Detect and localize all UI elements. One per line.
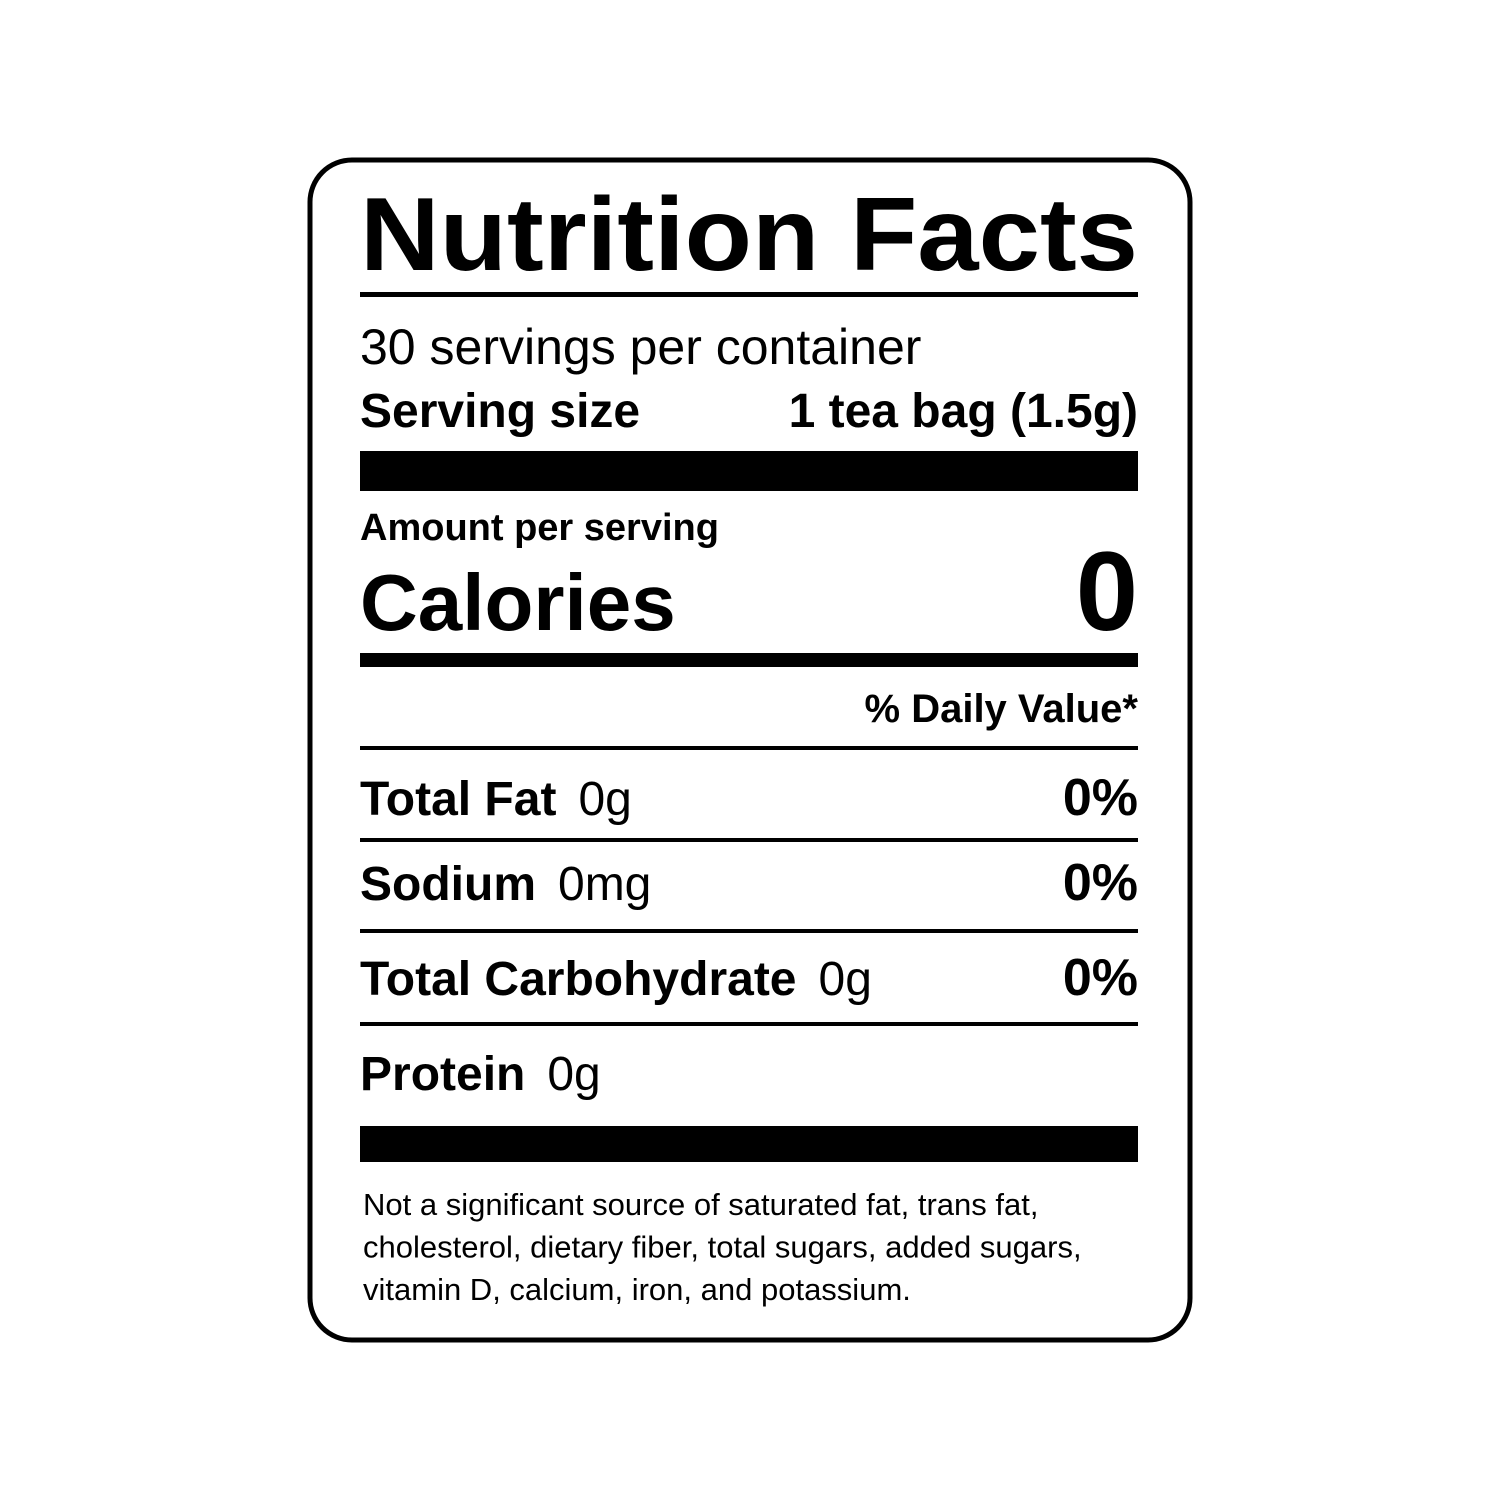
serving-size-value: 1 tea bag (1.5g) bbox=[789, 385, 1138, 438]
nutrient-amount: 0g bbox=[819, 953, 872, 1006]
nutrient-daily-value: 0% bbox=[1063, 854, 1138, 912]
rule bbox=[360, 838, 1138, 842]
rule bbox=[360, 1022, 1138, 1026]
nutrient-name: Total Fat bbox=[360, 773, 556, 826]
nutrient-line: Total Fat 0g bbox=[360, 773, 632, 826]
nutrient-name: Total Carbohydrate bbox=[360, 953, 797, 1006]
thick-bar bbox=[360, 1126, 1138, 1162]
title: Nutrition Facts bbox=[360, 177, 1138, 293]
nutrient-amount: 0mg bbox=[558, 858, 651, 911]
footnote-line: cholesterol, dietary fiber, total sugars… bbox=[363, 1230, 1082, 1265]
daily-value-header: % Daily Value* bbox=[865, 687, 1139, 731]
calories-label: Calories bbox=[360, 558, 676, 647]
servings: 30 servings per container bbox=[360, 319, 921, 375]
amount-per-serving: Amount per serving bbox=[360, 507, 719, 549]
thick-bar bbox=[360, 451, 1138, 491]
nutrient-amount: 0g bbox=[547, 1048, 600, 1101]
footnote-line: Not a significant source of saturated fa… bbox=[363, 1187, 1038, 1222]
calories-value: 0 bbox=[1076, 529, 1138, 654]
nutrient-rows: Total Fat 0g 0% Sodium 0mg 0% Total Carbohydra… bbox=[360, 769, 1138, 1101]
nutrient-line: Total Carbohydrate 0g bbox=[360, 953, 872, 1006]
nutrient-daily-value: 0% bbox=[1063, 949, 1138, 1007]
footnote-line: vitamin D, calcium, iron, and potassium. bbox=[363, 1272, 911, 1307]
serving-size-label: Serving size bbox=[360, 385, 640, 438]
rule bbox=[360, 929, 1138, 933]
footnote: Not a significant source of saturated fa… bbox=[363, 1187, 1082, 1307]
nutrient-line: Protein 0g bbox=[360, 1048, 601, 1101]
rule bbox=[360, 746, 1138, 750]
medium-bar bbox=[360, 653, 1138, 667]
nutrient-daily-value: 0% bbox=[1063, 769, 1138, 827]
nutrient-name: Protein bbox=[360, 1048, 525, 1101]
nutrient-line: Sodium 0mg bbox=[360, 858, 651, 911]
rule bbox=[360, 292, 1138, 297]
nutrient-amount: 0g bbox=[578, 773, 631, 826]
nutrient-name: Sodium bbox=[360, 858, 536, 911]
